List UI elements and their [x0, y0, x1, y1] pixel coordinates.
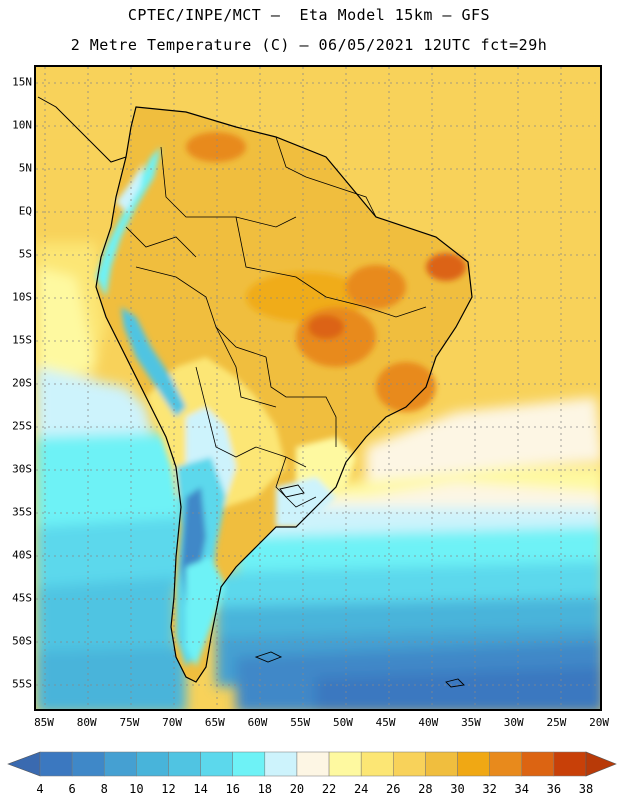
lon-label: 30W: [503, 716, 524, 729]
colorbar-label: 4: [36, 782, 44, 796]
colorbar-swatch: [489, 751, 523, 777]
colorbar-label: 6: [68, 782, 76, 796]
colorbar-label: 18: [257, 782, 273, 796]
lat-label: 20S: [12, 376, 32, 390]
lon-label: 70W: [162, 716, 183, 729]
colorbar-swatch: [103, 751, 137, 777]
colorbar-label: 24: [353, 782, 369, 796]
colorbar-high-arrow: [585, 751, 617, 777]
map-title-line-1: CPTEC/INPE/MCT – Eta Model 15km – GFS: [127, 6, 491, 24]
colorbar-swatch: [360, 751, 394, 777]
lat-label: 40S: [12, 548, 32, 562]
colorbar-label: 36: [546, 782, 562, 796]
temperature-colorbar: [0, 740, 618, 800]
lat-label: 15S: [12, 333, 32, 347]
lat-label: 5S: [18, 247, 32, 261]
temperature-map[interactable]: [34, 65, 602, 711]
lat-label: 10S: [12, 290, 32, 304]
lat-label: 15N: [12, 75, 32, 89]
lat-label: 50S: [12, 634, 32, 648]
lon-label: 75W: [119, 716, 140, 729]
colorbar-swatch: [393, 751, 426, 777]
colorbar-swatch: [71, 751, 105, 777]
colorbar-swatch: [39, 751, 73, 777]
colorbar-label: 16: [225, 782, 240, 796]
lat-label: 45S: [12, 591, 32, 605]
lon-label: 60W: [247, 716, 268, 729]
lon-label: 85W: [34, 716, 54, 729]
colorbar-swatches: [7, 751, 617, 777]
colorbar-swatch: [264, 751, 298, 777]
lon-label: 25W: [546, 716, 567, 729]
lon-label: 65W: [204, 716, 225, 729]
temperature-field: [36, 67, 600, 709]
lat-label: 5N: [18, 161, 32, 175]
colorbar-swatch: [328, 751, 362, 777]
colorbar-swatch: [521, 751, 555, 777]
colorbar-label: 8: [100, 782, 108, 796]
lat-label: 30S: [12, 462, 32, 476]
colorbar-swatch: [232, 751, 266, 777]
lat-label: 35S: [12, 505, 32, 519]
colorbar-low-arrow: [7, 751, 41, 777]
colorbar-swatch: [296, 751, 330, 777]
colorbar-swatch: [457, 751, 490, 777]
lat-label: 10N: [12, 118, 32, 132]
lat-label: 55S: [12, 677, 32, 691]
lat-label: EQ: [18, 204, 32, 218]
colorbar-label: 20: [289, 782, 305, 796]
colorbar-label: 14: [193, 782, 208, 796]
colorbar-label: 28: [418, 782, 433, 796]
lon-label: 20W: [589, 716, 610, 729]
colorbar-swatch: [553, 751, 587, 777]
lon-label: 40W: [418, 716, 439, 729]
lon-label: 55W: [290, 716, 311, 729]
colorbar-swatch: [425, 751, 458, 777]
lon-label: 35W: [461, 716, 481, 729]
lon-label: 45W: [375, 716, 396, 729]
lon-label: 50W: [332, 716, 353, 729]
lon-label: 80W: [76, 716, 97, 729]
colorbar-swatch: [200, 751, 233, 777]
colorbar-label: 10: [129, 782, 144, 796]
colorbar-label: 12: [161, 782, 176, 796]
lat-label: 25S: [12, 419, 32, 433]
colorbar-label: 22: [321, 782, 337, 796]
map-title-line-2: 2 Metre Temperature (C) – 06/05/2021 12U…: [70, 36, 548, 54]
colorbar-label: 38: [578, 782, 594, 796]
colorbar-swatch: [136, 751, 169, 777]
colorbar-label: 26: [386, 782, 401, 796]
colorbar-label: 30: [450, 782, 465, 796]
colorbar-label: 32: [482, 782, 497, 796]
colorbar-swatch: [168, 751, 201, 777]
colorbar-label: 34: [514, 782, 529, 796]
